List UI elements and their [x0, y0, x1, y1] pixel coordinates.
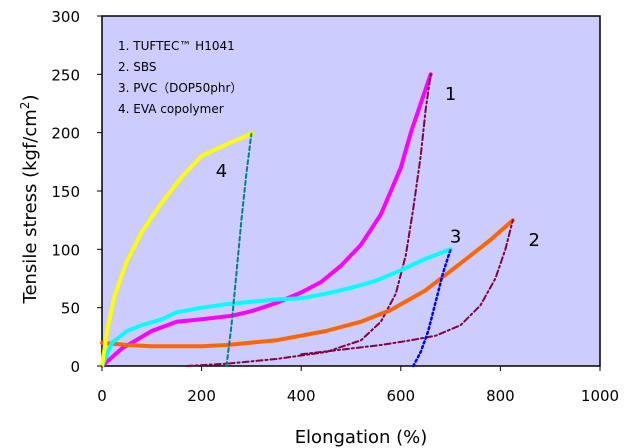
x-tick-label: 600 [386, 387, 415, 405]
y-tick-label: 0 [70, 358, 80, 376]
x-tick-label: 1000 [581, 387, 619, 405]
annotations: 1 2 3 4 [216, 84, 540, 251]
y-axis-label: Tensile stress (kgf/cm2) [18, 95, 41, 305]
axes-layer: 0 200 400 600 800 1000 0 50 100 150 200 250 300 [51, 8, 619, 405]
series-line-4-unload [225, 132, 253, 367]
y-tick-label: 250 [51, 66, 80, 84]
x-axis-label: Elongation (%) [295, 427, 428, 448]
curve-label-2: 2 [529, 230, 540, 251]
curve-label-4: 4 [216, 161, 227, 182]
legend: 1. TUFTEC™ H1041 2. SBS 3. PVC（DOP50phr） 4.… [118, 39, 242, 116]
legend-item: 3. PVC（DOP50phr） [118, 81, 242, 95]
series-line-3-unload [412, 248, 452, 368]
legend-item: 1. TUFTEC™ H1041 [118, 39, 235, 53]
x-tick-label: 200 [187, 387, 216, 405]
x-tick-label: 400 [287, 387, 316, 405]
series-line-1 [100, 72, 433, 368]
series-line-3 [100, 247, 453, 368]
series-layer [100, 72, 515, 368]
curve-label-1: 1 [445, 84, 456, 105]
series-line-2 [100, 218, 515, 349]
y-tick-label: 50 [61, 300, 80, 318]
x-tick-label: 800 [486, 387, 515, 405]
series-line-1-unload [185, 73, 432, 367]
y-tick-label: 300 [51, 8, 80, 26]
legend-item: 4. EVA copolymer [118, 102, 224, 116]
legend-item: 2. SBS [118, 60, 157, 74]
y-tick-label: 200 [51, 125, 80, 143]
series-line-2-unload [300, 219, 514, 356]
plot-area [101, 15, 601, 367]
y-tick-label: 100 [51, 241, 80, 259]
curve-label-3: 3 [450, 226, 461, 247]
y-tick-label: 150 [51, 183, 80, 201]
x-tick-label: 0 [97, 387, 107, 405]
series-line-4 [100, 131, 254, 368]
